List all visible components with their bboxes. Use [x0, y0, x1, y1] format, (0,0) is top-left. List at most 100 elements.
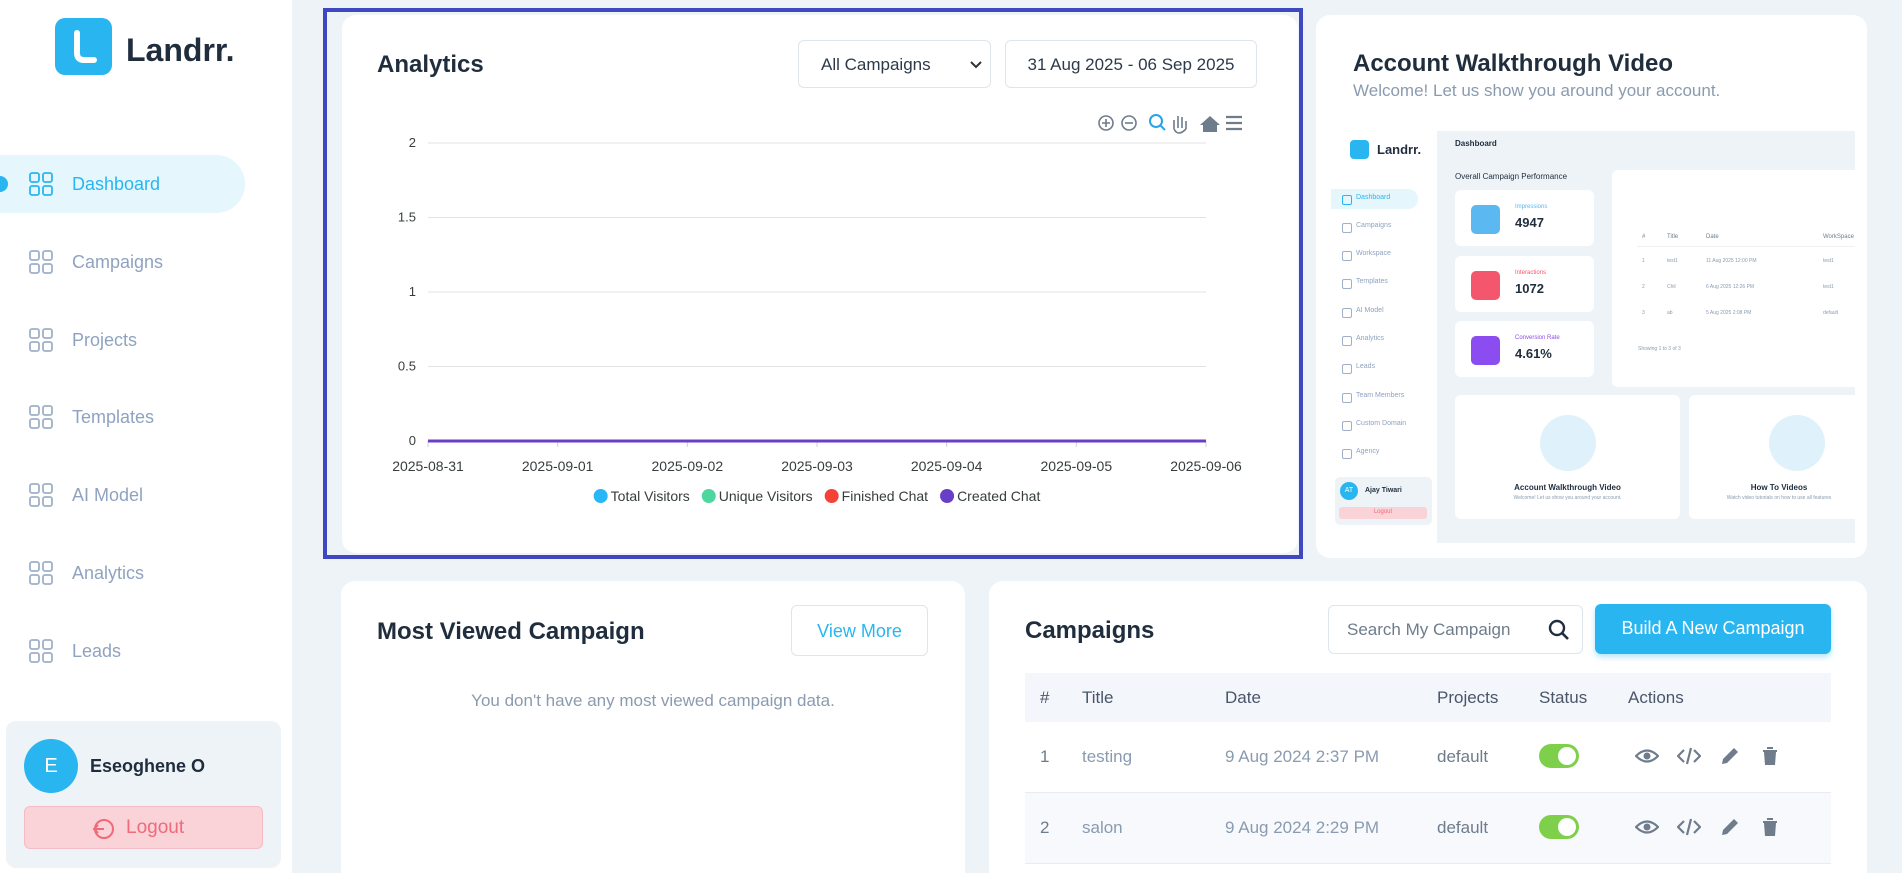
icon-part: [29, 328, 40, 339]
preview-stat-value: 4.61%: [1515, 346, 1552, 361]
legend-item[interactable]: Unique Visitors: [701, 488, 813, 504]
logout-text: Logout: [126, 817, 185, 838]
preview-table-cell: 3: [1642, 310, 1645, 316]
date-range[interactable]: 31 Aug 2025 - 06 Sep 2025: [1005, 40, 1257, 88]
preview-nav-icon: [1342, 279, 1352, 289]
delete-action[interactable]: [1758, 744, 1782, 768]
pan-tool[interactable]: [1173, 116, 1187, 134]
table-header: [1025, 673, 1831, 722]
preview-nav-label: Workspace: [1356, 250, 1391, 257]
preview-video-illustration: [1769, 415, 1825, 471]
nav-item[interactable]: Leads: [0, 626, 245, 676]
reset-tool[interactable]: [1200, 116, 1220, 132]
embed-action[interactable]: [1677, 744, 1701, 768]
preview-nav-icon: [1342, 364, 1352, 374]
preview-nav-label: Templates: [1356, 278, 1388, 285]
preview-logout: Logout: [1339, 507, 1427, 519]
nav-item[interactable]: AI Model: [0, 470, 245, 520]
y-tick-label: 0.5: [398, 359, 416, 374]
campaign-select[interactable]: All Campaigns: [798, 40, 991, 88]
legend-label: Created Chat: [957, 488, 1040, 504]
preview-table-cell: test1: [1823, 284, 1834, 290]
legend-swatch: [701, 489, 716, 503]
analytics-card: Analytics All Campaigns 31 Aug 2025 - 06…: [342, 15, 1298, 553]
icon-part: [42, 496, 53, 507]
preview-table-cell: 5 Aug 2025 2:08 PM: [1706, 310, 1752, 316]
x-tick-label: 2025-09-02: [652, 458, 724, 474]
nav-label: Dashboard: [72, 174, 161, 194]
logout-button[interactable]: Logout: [24, 806, 263, 849]
x-tick-label: 2025-09-05: [1041, 458, 1113, 474]
icon-part: [29, 263, 40, 274]
icon-part: [42, 418, 53, 429]
preview-user-name: Ajay Tiwari: [1365, 487, 1402, 494]
legend-item[interactable]: Created Chat: [940, 488, 1040, 504]
icon-part: [1643, 752, 1651, 760]
menu-tool[interactable]: [1226, 115, 1242, 131]
preview-table-rule: [1637, 246, 1855, 247]
preview-table-header: Date: [1706, 234, 1719, 240]
icon-part: [42, 250, 53, 261]
legend-item[interactable]: Finished Chat: [824, 488, 928, 504]
zoom-in-tool[interactable]: [1098, 115, 1114, 131]
logo[interactable]: [55, 18, 112, 75]
selection-zoom-tool[interactable]: [1149, 114, 1166, 131]
icon-part: [1763, 747, 1777, 765]
nav-item[interactable]: Templates: [0, 392, 245, 442]
icon-part: [29, 496, 40, 507]
video-preview[interactable]: Landrr. Dashboard Campaigns Workspace Templa…: [1331, 131, 1855, 543]
user-box: E Eseoghene O Logout: [6, 721, 281, 868]
view-action[interactable]: [1635, 815, 1659, 839]
toggle-knob: [1558, 818, 1576, 836]
edit-action[interactable]: [1718, 815, 1742, 839]
empty-message: You don't have any most viewed campaign …: [471, 691, 835, 710]
nav-icon: [29, 639, 53, 663]
x-tick-label: 2025-09-06: [1170, 458, 1242, 474]
preview-nav-icon: [1342, 195, 1352, 205]
icon-part: [42, 639, 53, 650]
icon-part: [1635, 820, 1659, 834]
status-toggle[interactable]: [1539, 815, 1579, 839]
preview-table-cell: test1: [1823, 258, 1834, 264]
preview-stat-card: Impressions 4947: [1455, 190, 1594, 246]
nav-item[interactable]: Projects: [0, 315, 245, 365]
preview-nav-label: Campaigns: [1356, 222, 1392, 229]
focus-outline: [323, 8, 1303, 559]
embed-action[interactable]: [1677, 815, 1701, 839]
delete-action[interactable]: [1758, 815, 1782, 839]
icon-part: [42, 405, 53, 416]
view-action[interactable]: [1635, 744, 1659, 768]
nav-label: Templates: [72, 407, 155, 427]
table-cell: default: [1437, 818, 1489, 837]
preview-table-header: WorkSpace: [1823, 234, 1854, 240]
search-box[interactable]: Search My Campaign: [1328, 605, 1583, 654]
edit-action[interactable]: [1718, 744, 1742, 768]
preview-table-footer: Showing 1 to 3 of 3: [1638, 346, 1681, 352]
icon-part: [29, 574, 40, 585]
preview-stat-value: 4947: [1515, 215, 1544, 230]
brand-text: Landrr.: [126, 32, 235, 68]
preview-stat-label: Interactions: [1515, 270, 1547, 276]
preview-logo: [1350, 140, 1369, 159]
nav-item[interactable]: Dashboard: [0, 159, 245, 209]
nav-item[interactable]: Analytics: [0, 548, 245, 598]
preview-video-subtitle: Welcome! Let us show you around your acc…: [1513, 495, 1622, 501]
campaigns-card: Campaigns Search My Campaign Build A New…: [989, 581, 1867, 873]
nav-label: Leads: [72, 641, 122, 661]
legend-label: Total Visitors: [611, 488, 690, 504]
preview-nav-label: AI Model: [1356, 307, 1384, 314]
nav-item[interactable]: Campaigns: [0, 237, 245, 287]
build-campaign-button[interactable]: Build A New Campaign: [1595, 604, 1831, 654]
preview-table-cell: test1: [1667, 258, 1678, 264]
icon-part: [29, 172, 40, 183]
status-toggle[interactable]: [1539, 744, 1579, 768]
x-tick-label: 2025-09-03: [781, 458, 853, 474]
view-more-button[interactable]: View More: [791, 605, 928, 656]
table-cell: default: [1437, 747, 1489, 766]
preview-stat-card: Conversion Rate 4.61%: [1455, 321, 1594, 377]
zoom-out-tool[interactable]: [1121, 115, 1137, 131]
nav-icon: [29, 405, 53, 429]
legend-item[interactable]: Total Visitors: [593, 488, 690, 504]
nav-icon: [29, 172, 53, 196]
table-row: 2 salon 9 Aug 2024 2:29 PM default: [1025, 793, 1831, 864]
